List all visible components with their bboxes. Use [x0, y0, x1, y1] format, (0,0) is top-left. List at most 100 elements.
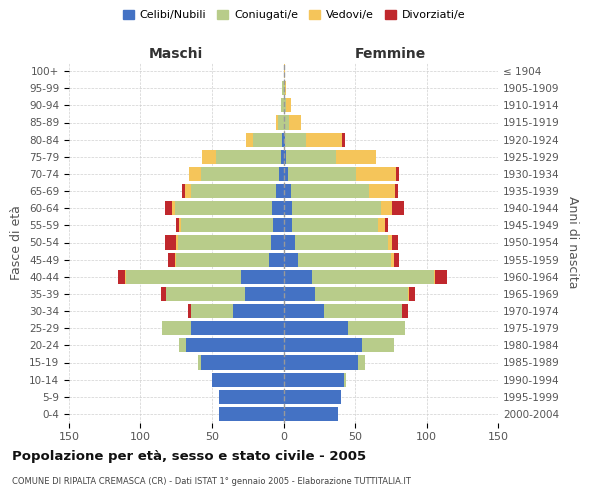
Bar [286, 150, 337, 164]
Bar [175, 252, 176, 266]
Bar [307, 132, 342, 146]
Bar [284, 287, 315, 301]
Bar [356, 167, 397, 181]
Bar [323, 304, 402, 318]
Bar [385, 218, 388, 232]
Bar [118, 270, 125, 284]
Bar [402, 304, 408, 318]
Bar [202, 150, 216, 164]
Bar [191, 184, 277, 198]
Bar [409, 287, 415, 301]
Bar [285, 81, 286, 95]
Bar [181, 218, 274, 232]
Bar [284, 64, 285, 78]
Bar [247, 132, 253, 146]
Bar [165, 236, 176, 250]
Bar [292, 201, 381, 215]
Bar [200, 167, 279, 181]
Bar [392, 201, 404, 215]
Bar [212, 372, 284, 386]
Bar [348, 321, 405, 335]
Bar [126, 270, 241, 284]
Bar [289, 116, 301, 130]
Bar [284, 236, 295, 250]
Bar [165, 201, 172, 215]
Bar [284, 321, 348, 335]
Bar [337, 150, 376, 164]
Bar [281, 98, 284, 112]
Y-axis label: Anni di nascita: Anni di nascita [566, 196, 579, 289]
Bar [278, 116, 284, 130]
Bar [288, 167, 356, 181]
Bar [178, 236, 271, 250]
Bar [370, 184, 395, 198]
Bar [197, 356, 200, 370]
Bar [394, 252, 400, 266]
Text: COMUNE DI RIPALTA CREMASCA (CR) - Dati ISTAT 1° gennaio 2005 - Elaborazione TUTT: COMUNE DI RIPALTA CREMASCA (CR) - Dati I… [12, 478, 411, 486]
Bar [388, 236, 392, 250]
Bar [395, 184, 398, 198]
Bar [284, 390, 341, 404]
Bar [292, 218, 378, 232]
Bar [274, 218, 284, 232]
Bar [434, 270, 435, 284]
Text: Maschi: Maschi [149, 47, 203, 61]
Bar [435, 270, 446, 284]
Bar [285, 132, 307, 146]
Bar [241, 270, 284, 284]
Bar [175, 201, 272, 215]
Bar [397, 167, 400, 181]
Bar [284, 252, 298, 266]
Bar [162, 321, 191, 335]
Bar [315, 287, 408, 301]
Bar [284, 372, 344, 386]
Bar [161, 287, 166, 301]
Bar [245, 287, 284, 301]
Bar [284, 150, 286, 164]
Bar [284, 116, 289, 130]
Bar [125, 270, 126, 284]
Bar [176, 218, 179, 232]
Bar [284, 356, 358, 370]
Bar [216, 150, 281, 164]
Bar [279, 167, 284, 181]
Bar [378, 218, 385, 232]
Bar [272, 201, 284, 215]
Bar [189, 167, 200, 181]
Bar [284, 81, 285, 95]
Bar [269, 252, 284, 266]
Bar [342, 132, 345, 146]
Bar [290, 184, 370, 198]
Bar [284, 218, 292, 232]
Bar [188, 304, 191, 318]
Text: Femmine: Femmine [355, 47, 427, 61]
Bar [381, 201, 392, 215]
Bar [282, 132, 284, 146]
Bar [271, 236, 284, 250]
Bar [186, 338, 284, 352]
Bar [166, 287, 245, 301]
Bar [284, 184, 290, 198]
Bar [362, 338, 394, 352]
Bar [277, 116, 278, 130]
Bar [167, 252, 175, 266]
Bar [179, 218, 181, 232]
Bar [284, 304, 323, 318]
Bar [284, 338, 362, 352]
Bar [284, 167, 288, 181]
Legend: Celibi/Nubili, Coniugati/e, Vedovi/e, Divorziati/e: Celibi/Nubili, Coniugati/e, Vedovi/e, Di… [118, 6, 470, 25]
Bar [219, 390, 284, 404]
Bar [284, 407, 338, 421]
Bar [392, 236, 398, 250]
Bar [284, 201, 292, 215]
Bar [176, 252, 269, 266]
Bar [284, 132, 285, 146]
Bar [408, 287, 409, 301]
Bar [284, 270, 312, 284]
Bar [281, 150, 284, 164]
Bar [182, 184, 185, 198]
Bar [191, 304, 233, 318]
Bar [298, 252, 391, 266]
Bar [358, 356, 365, 370]
Bar [284, 98, 286, 112]
